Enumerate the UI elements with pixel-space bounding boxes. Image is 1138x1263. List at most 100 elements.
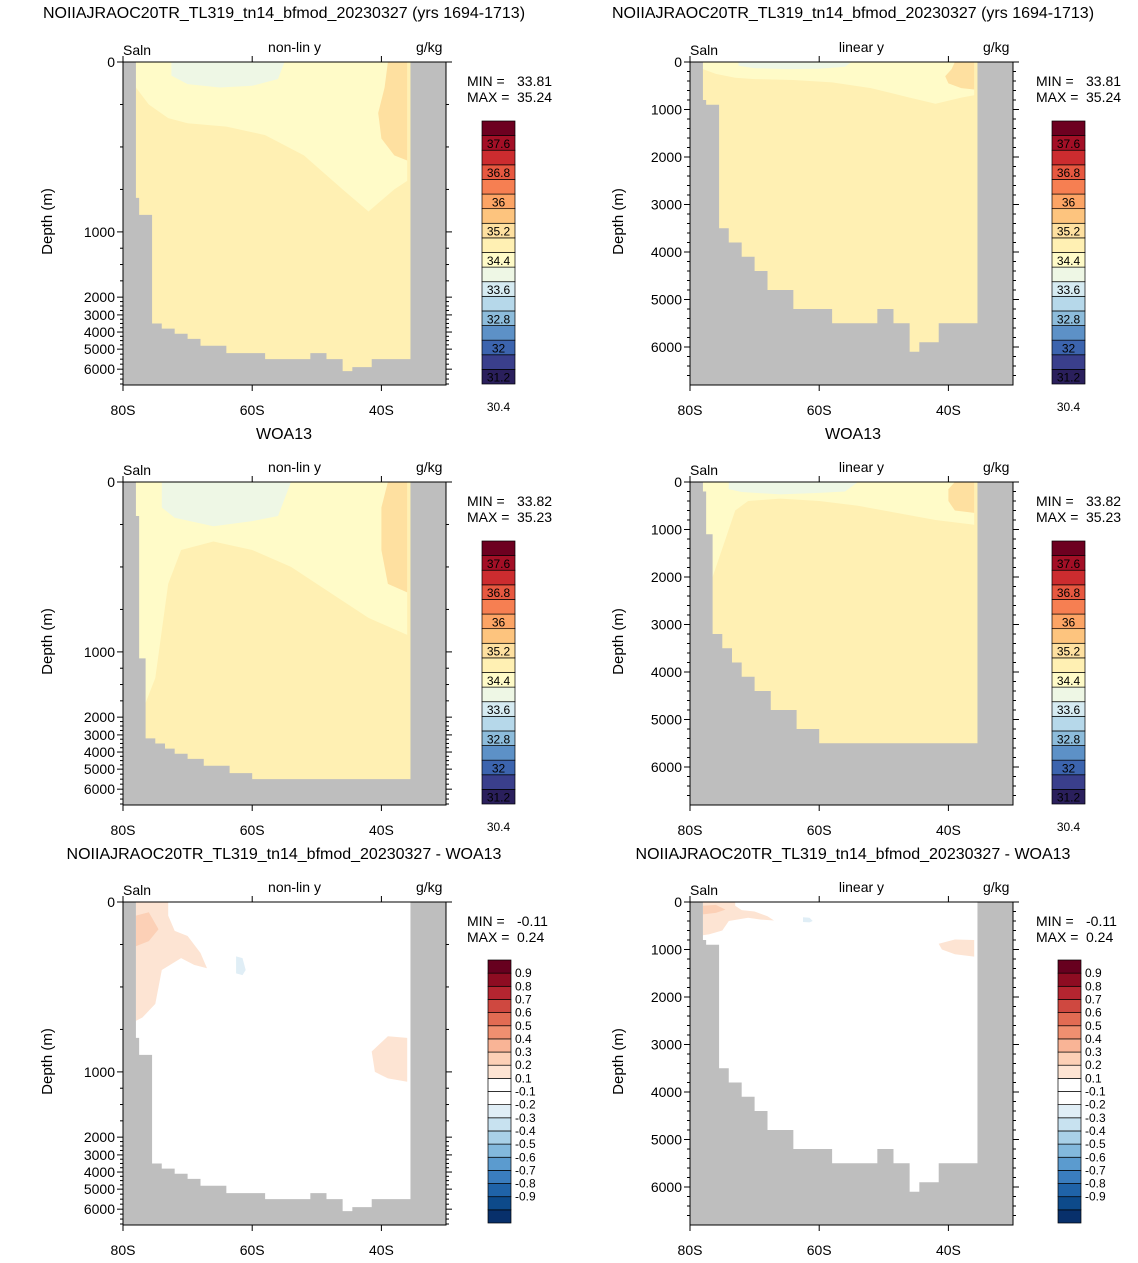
colorbar-label: 36.8 [487,166,511,180]
colorbar-label: 30.4 [487,820,511,834]
contour-33.6 [161,482,291,527]
colorbar-label: -0.4 [1085,1124,1106,1138]
colorbar-swatch [1057,1012,1082,1027]
colorbar-label: 32.8 [487,732,511,746]
colorbar-swatch [481,657,516,673]
panel-title: NOIIAJRAOC20TR_TL319_tn14_bfmod_20230327… [43,5,525,22]
y-tick-label: 4000 [651,1084,682,1100]
colorbar-swatch [1051,686,1086,703]
colorbar-swatch [1057,1156,1082,1171]
contour-33.6 [171,62,285,88]
y-tick-label: 0 [674,54,682,70]
y-tick-label: 3000 [651,197,682,213]
x-tick-label: 40S [936,1242,961,1258]
x-tick-label: 80S [678,1242,703,1258]
colorbar-label: 0.5 [515,1019,532,1033]
plot-field [123,902,446,1225]
y-tick-label: 1000 [84,644,115,660]
plot-field [123,62,446,385]
units-label: g/kg [983,879,1009,895]
max-label: MAX = [1036,89,1078,105]
positive-anomaly-core [135,912,159,947]
colorbar-label: 35.2 [1057,645,1081,659]
contour-34.4 [702,62,975,104]
min-label: MIN = [467,913,505,929]
colorbar-swatch [487,959,512,974]
y-tick-label: 4000 [651,244,682,260]
colorbar-swatch [1051,657,1086,673]
colorbar-swatch [481,354,516,370]
colorbar-swatch [1057,1117,1082,1132]
colorbar-swatch [487,1170,512,1184]
y-tick-label: 4000 [84,1164,115,1180]
colorbar-label: 32.8 [1057,732,1081,746]
x-tick-label: 40S [936,402,961,418]
max-label: MAX = [467,89,509,105]
colorbar-label: 0.8 [515,979,532,993]
colorbar-swatch [487,1091,512,1105]
colorbar-swatch [487,1209,512,1224]
colorbar-swatch [1051,325,1086,341]
colorbar-swatch [1057,1091,1082,1105]
colorbar-label: 0.6 [515,1006,532,1020]
y-tick-label: 2000 [84,709,115,725]
positive-anomaly-north [938,939,975,957]
colorbar-swatch [1051,208,1086,224]
panel-title: NOIIAJRAOC20TR_TL319_tn14_bfmod_20230327… [612,5,1094,22]
y-tick-label: 1000 [651,522,682,538]
contour-35.2 [378,62,408,161]
colorbar-swatch [1051,120,1086,136]
colorbar-label: 0.1 [1085,1071,1102,1085]
y-tick-label: 1000 [84,1064,115,1080]
panel-title: WOA13 [256,426,312,443]
colorbar-label: 37.6 [1057,137,1081,151]
colorbar-label: 35.2 [487,225,511,239]
x-tick-label: 60S [240,1242,265,1258]
colorbar-label: 30.4 [1057,400,1081,414]
units-label: g/kg [416,39,442,55]
plot-frame [122,61,447,386]
colorbar-swatch [487,1064,512,1079]
y-axis-label: Depth (m) [39,1028,56,1095]
colorbar-label: 31.2 [1057,791,1081,805]
colorbar-label: -0.7 [1085,1163,1106,1177]
y-axis-label: Depth (m) [610,188,627,255]
colorbar-label: 36 [492,615,506,629]
variable-label: Saln [690,42,718,58]
panel-6: NOIIAJRAOC20TR_TL319_tn14_bfmod_20230327… [610,846,1117,1258]
colorbar-label: -0.7 [515,1163,536,1177]
axis-mode-label: non-lin y [268,459,321,475]
colorbar-swatch [481,120,516,136]
colorbar-label: 0.1 [515,1071,532,1085]
colorbar-swatch [487,1143,512,1158]
colorbar-label: 0.7 [1085,992,1102,1006]
colorbar-swatch [1057,999,1082,1013]
colorbar-label: -0.8 [1085,1177,1106,1191]
x-tick-label: 40S [936,822,961,838]
colorbar-swatch [1051,628,1086,644]
y-tick-label: 6000 [651,1179,682,1195]
colorbar-label: 0.4 [1085,1032,1102,1046]
max-label: MAX = [467,509,509,525]
plot-field [123,482,446,805]
colorbar-label: 33.6 [487,283,511,297]
y-tick-label: 6000 [84,1201,115,1217]
max-value: 0.24 [1086,929,1113,945]
x-tick-label: 40S [369,822,394,838]
colorbar-label: 32 [1062,341,1076,355]
colorbar-label: 32 [492,341,506,355]
colorbar-swatch [1057,1104,1082,1119]
colorbar-label: -0.6 [1085,1150,1106,1164]
colorbar-swatch [481,149,516,166]
colorbar-label: 30.4 [1057,820,1081,834]
negative-anomaly-patch [236,956,246,976]
colorbar-swatch [487,985,512,1000]
colorbar-label: 0.7 [515,992,532,1006]
x-tick-label: 60S [807,1242,832,1258]
y-axis-label: Depth (m) [610,608,627,675]
y-axis-label: Depth (m) [39,608,56,675]
x-tick-label: 60S [807,402,832,418]
contour-34.4 [135,482,408,728]
colorbar-label: 32 [492,761,506,775]
